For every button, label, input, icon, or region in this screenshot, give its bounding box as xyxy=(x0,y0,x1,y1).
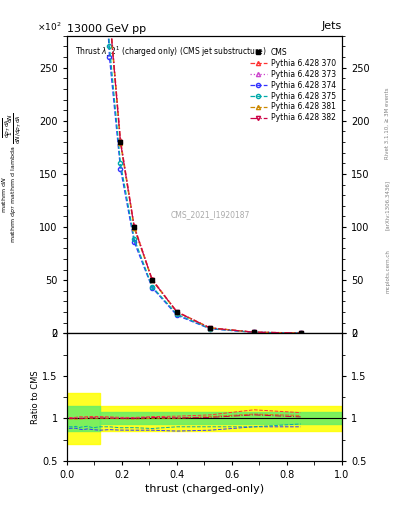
Pythia 6.428 370 xyxy=(107,6,112,12)
Pythia 6.428 373 xyxy=(150,276,154,283)
Legend: CMS, Pythia 6.428 370, Pythia 6.428 373, Pythia 6.428 374, Pythia 6.428 375, Pyt: CMS, Pythia 6.428 370, Pythia 6.428 373,… xyxy=(248,46,338,124)
Text: Rivet 3.1.10, ≥ 3M events: Rivet 3.1.10, ≥ 3M events xyxy=(385,87,390,159)
Text: Jets: Jets xyxy=(321,22,342,31)
Pythia 6.428 375 xyxy=(208,326,212,332)
Line: Pythia 6.428 374: Pythia 6.428 374 xyxy=(67,0,303,335)
Pythia 6.428 382 xyxy=(150,276,154,283)
Pythia 6.428 375 xyxy=(174,311,179,317)
Text: [arXiv:1306.3436]: [arXiv:1306.3436] xyxy=(385,180,390,230)
Pythia 6.428 381 xyxy=(118,140,123,146)
Pythia 6.428 370 xyxy=(132,223,137,229)
Pythia 6.428 382 xyxy=(107,10,112,16)
Pythia 6.428 374 xyxy=(118,165,123,172)
CMS xyxy=(208,325,212,331)
Pythia 6.428 370 xyxy=(252,329,256,335)
Pythia 6.428 382 xyxy=(252,329,256,335)
Text: CMS_2021_I1920187: CMS_2021_I1920187 xyxy=(170,210,250,219)
Pythia 6.428 375 xyxy=(150,284,154,290)
Text: 13000 GeV pp: 13000 GeV pp xyxy=(67,24,146,34)
Pythia 6.428 381 xyxy=(298,330,303,336)
Pythia 6.428 382 xyxy=(132,224,137,230)
Text: Thrust $\lambda\_2^1$ (charged only) (CMS jet substructure): Thrust $\lambda\_2^1$ (charged only) (CM… xyxy=(75,45,266,59)
Text: $\frac{\mathrm{d}^2N}{\mathrm{d}p_T\,\mathrm{d}\lambda}$: $\frac{\mathrm{d}^2N}{\mathrm{d}p_T\,\ma… xyxy=(0,118,13,138)
Line: Pythia 6.428 381: Pythia 6.428 381 xyxy=(67,0,303,335)
Pythia 6.428 370 xyxy=(174,308,179,314)
Pythia 6.428 374 xyxy=(107,54,112,60)
Line: Pythia 6.428 375: Pythia 6.428 375 xyxy=(67,0,303,335)
Pythia 6.428 374 xyxy=(252,329,256,335)
CMS xyxy=(132,224,137,230)
Pythia 6.428 373 xyxy=(107,9,112,15)
Pythia 6.428 374 xyxy=(298,330,303,336)
Pythia 6.428 374 xyxy=(174,312,179,318)
Line: CMS: CMS xyxy=(67,0,303,335)
Text: mcplots.cern.ch: mcplots.cern.ch xyxy=(385,249,390,293)
Pythia 6.428 382 xyxy=(118,139,123,145)
Pythia 6.428 381 xyxy=(252,329,256,335)
Pythia 6.428 375 xyxy=(132,236,137,242)
Pythia 6.428 370 xyxy=(118,137,123,143)
Y-axis label: Ratio to CMS: Ratio to CMS xyxy=(31,370,40,424)
Pythia 6.428 373 xyxy=(132,223,137,229)
Pythia 6.428 382 xyxy=(298,330,303,336)
Line: Pythia 6.428 373: Pythia 6.428 373 xyxy=(67,0,303,335)
CMS xyxy=(298,330,303,336)
Pythia 6.428 374 xyxy=(208,326,212,332)
Pythia 6.428 375 xyxy=(298,330,303,336)
Text: mathrm d$N$
mathrm d$p_T$ mathrm d lambda: mathrm d$N$ mathrm d$p_T$ mathrm d lambd… xyxy=(0,146,18,243)
Pythia 6.428 373 xyxy=(118,138,123,144)
Pythia 6.428 373 xyxy=(252,329,256,335)
CMS xyxy=(252,329,256,335)
X-axis label: thrust (charged-only): thrust (charged-only) xyxy=(145,484,264,494)
Text: $\times10^2$: $\times10^2$ xyxy=(37,20,61,33)
Pythia 6.428 370 xyxy=(150,276,154,282)
Pythia 6.428 381 xyxy=(174,309,179,315)
Pythia 6.428 370 xyxy=(208,325,212,331)
Pythia 6.428 381 xyxy=(150,277,154,283)
Pythia 6.428 373 xyxy=(208,325,212,331)
Pythia 6.428 373 xyxy=(174,309,179,315)
Pythia 6.428 374 xyxy=(150,285,154,291)
Pythia 6.428 381 xyxy=(107,12,112,18)
Pythia 6.428 373 xyxy=(298,330,303,336)
Pythia 6.428 375 xyxy=(252,329,256,335)
Pythia 6.428 370 xyxy=(298,330,303,336)
CMS xyxy=(118,139,123,145)
Pythia 6.428 375 xyxy=(118,160,123,166)
CMS xyxy=(174,309,179,315)
Pythia 6.428 381 xyxy=(208,325,212,331)
CMS xyxy=(150,277,154,283)
Text: $\frac{1}{\mathrm{d}N/\mathrm{d}p_T}\frac{\mathrm{d}N}{\mathrm{d}\lambda}$: $\frac{1}{\mathrm{d}N/\mathrm{d}p_T}\fra… xyxy=(7,112,24,144)
Pythia 6.428 375 xyxy=(107,44,112,50)
Pythia 6.428 374 xyxy=(132,239,137,245)
Pythia 6.428 382 xyxy=(174,309,179,315)
Line: Pythia 6.428 370: Pythia 6.428 370 xyxy=(67,0,303,335)
Pythia 6.428 382 xyxy=(208,325,212,331)
Line: Pythia 6.428 382: Pythia 6.428 382 xyxy=(67,0,303,335)
Pythia 6.428 381 xyxy=(132,225,137,231)
CMS xyxy=(107,12,112,18)
